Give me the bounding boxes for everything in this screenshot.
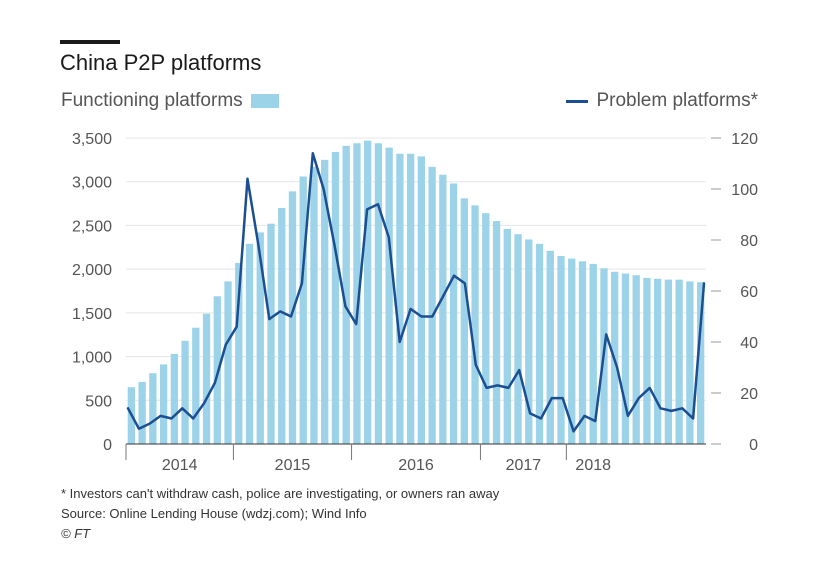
bar-functioning [503, 228, 511, 444]
axes: 0 500 1,000 1,500 2,000 2,500 3,000 3,500 0 20 40 6… [72, 131, 758, 474]
bar-functioning [288, 191, 297, 444]
right-tick-label: 80 [740, 233, 758, 250]
bar-functioning [310, 166, 318, 444]
bar-functioning [406, 153, 415, 445]
bar-functioning [643, 277, 651, 444]
bar-functioning [385, 147, 393, 445]
bar-functioning [578, 261, 587, 444]
bar-functioning [654, 278, 662, 444]
legend-functioning-label: Functioning platforms [61, 90, 243, 111]
year-label: 2014 [162, 457, 198, 474]
bar-functioning [364, 140, 372, 444]
bar-functioning [256, 232, 264, 444]
bar-functioning [353, 143, 361, 444]
bar-functioning [192, 327, 200, 444]
bar-functioning [589, 263, 597, 444]
bar-functioning [202, 313, 211, 444]
bar-functioning [149, 373, 157, 444]
legend-problem: Problem platforms* [566, 90, 758, 112]
right-tick-label: 40 [740, 335, 758, 352]
right-tick-label: 100 [731, 182, 758, 199]
bar-functioning [299, 176, 307, 444]
left-tick-label: 1,000 [72, 350, 112, 367]
right-tick-label: 0 [749, 437, 758, 454]
bar-functioning [535, 243, 544, 444]
bar-functioning [546, 250, 554, 444]
bar-functioning [439, 174, 447, 444]
bar-functioning [696, 282, 705, 444]
line-series [126, 152, 706, 433]
right-tick-label: 20 [740, 386, 758, 403]
footnote-asterisk: * Investors can't withdraw cash, police … [61, 486, 500, 501]
year-label: 2015 [275, 457, 311, 474]
year-label: 2017 [506, 457, 542, 474]
bar-functioning [374, 143, 383, 444]
title-accent-bar [60, 40, 120, 44]
bar-functioning [428, 166, 436, 444]
left-tick-label: 500 [85, 393, 112, 410]
footnotes: * Investors can't withdraw cash, police … [61, 484, 499, 544]
bar-functioning [621, 273, 630, 444]
left-tick-label: 2,000 [72, 262, 112, 279]
left-tick-label: 2,500 [72, 218, 112, 235]
chart-title: China P2P platforms [60, 50, 262, 75]
bar-functioning [245, 243, 254, 444]
gridlines [126, 137, 706, 401]
bar-functioning [267, 223, 275, 444]
left-tick-label: 3,000 [72, 175, 112, 192]
bar-functioning [396, 153, 404, 445]
bar-series [127, 140, 705, 445]
bar-functioning [417, 156, 426, 445]
bar-functioning [181, 340, 189, 444]
bar-functioning [568, 258, 576, 444]
source-line: Source: Online Lending House (wdzj.com);… [61, 506, 367, 521]
bar-functioning [449, 183, 458, 444]
bar-functioning [482, 213, 490, 444]
bar-functioning [331, 151, 340, 444]
bar-functioning [235, 263, 243, 444]
problem-platforms-line [126, 152, 706, 433]
bar-functioning [170, 353, 178, 444]
bar-functioning [514, 234, 522, 444]
bar-functioning [159, 364, 168, 444]
right-tick-label: 60 [740, 284, 758, 301]
legend-line-swatch [566, 99, 589, 103]
bar-functioning [471, 205, 479, 444]
bar-functioning [342, 145, 350, 444]
left-tick-label: 0 [103, 437, 112, 454]
legend-problem-label: Problem platforms* [596, 90, 758, 111]
bar-functioning [557, 256, 565, 444]
right-tick-label: 120 [731, 131, 758, 148]
bar-functioning [686, 281, 694, 444]
bar-functioning [492, 221, 501, 444]
bar-functioning [278, 207, 286, 444]
bar-functioning [664, 279, 673, 444]
year-label: 2016 [398, 457, 434, 474]
year-label: 2018 [575, 457, 611, 474]
bar-functioning [525, 239, 533, 444]
bar-functioning [224, 281, 232, 444]
bar-functioning [675, 279, 683, 444]
copyright: © FT [61, 526, 91, 541]
left-tick-label: 1,500 [72, 306, 112, 323]
bar-functioning [321, 159, 329, 444]
bar-functioning [138, 381, 146, 444]
legend-functioning: Functioning platforms [61, 90, 279, 112]
bar-functioning [460, 198, 468, 444]
left-tick-label: 3,500 [72, 131, 112, 148]
bar-functioning [632, 275, 640, 444]
legend-bar-swatch [250, 94, 279, 108]
